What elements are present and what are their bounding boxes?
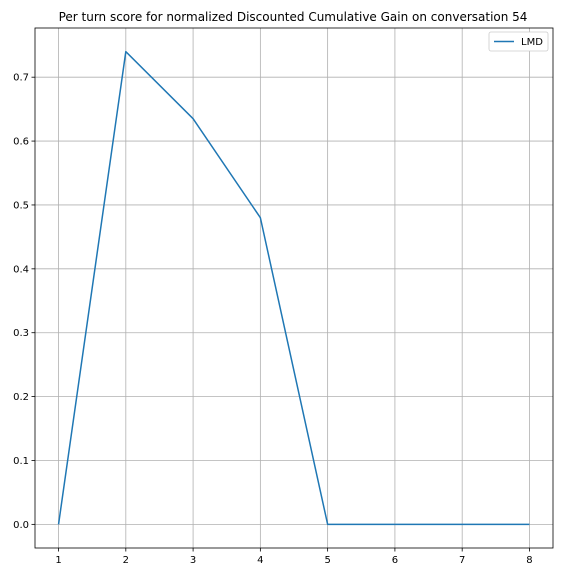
x-tick-label-2: 3 (190, 555, 196, 566)
legend-box (488, 31, 549, 52)
plot-series (57, 50, 530, 526)
x-tick-label-5: 6 (392, 555, 398, 566)
x-tick-label-1: 2 (123, 555, 129, 566)
y-tick-label-3: 0.3 (13, 328, 29, 339)
x-tick-label-3: 4 (257, 555, 263, 566)
y-tick-label-0: 0.0 (13, 520, 29, 531)
y-tick-label-4: 0.4 (13, 264, 29, 275)
x-tick-label-0: 1 (55, 555, 61, 566)
plot-frame (34, 27, 554, 549)
legend-label-lmd: LMD (521, 37, 543, 48)
y-axis: 0.0 0.1 0.2 0.3 0.4 0.5 0.6 0.7 (13, 73, 35, 531)
y-tick-label-5: 0.5 (13, 200, 29, 211)
chart-title: Per turn score for normalized Discounted… (59, 10, 528, 24)
series-line-lmd (57, 50, 530, 526)
legend: LMD (488, 31, 549, 52)
y-tick-label-6: 0.6 (13, 137, 29, 148)
x-tick-label-7: 8 (526, 555, 532, 566)
grid (35, 28, 553, 548)
x-axis: 1 2 3 4 5 6 7 8 (55, 548, 533, 566)
y-tick-label-2: 0.2 (13, 392, 29, 403)
x-tick-label-6: 7 (459, 555, 465, 566)
y-tick-label-7: 0.7 (13, 73, 29, 84)
y-tick-label-1: 0.1 (13, 456, 29, 467)
x-tick-label-4: 5 (324, 555, 330, 566)
